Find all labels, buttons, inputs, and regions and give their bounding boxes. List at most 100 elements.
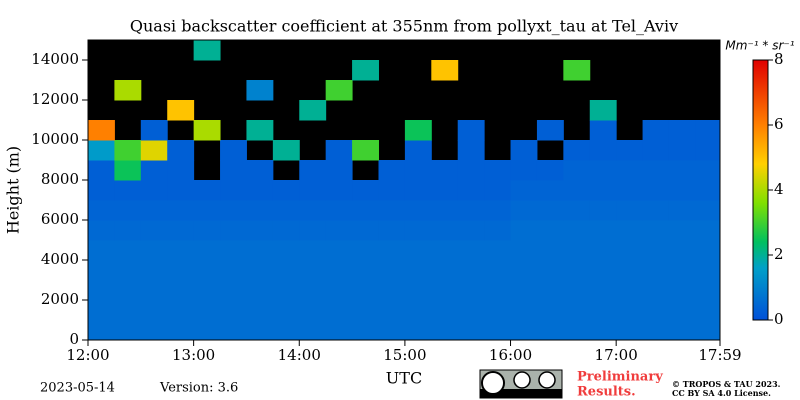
heatmap-cell	[510, 240, 538, 261]
heatmap-cell	[140, 160, 168, 181]
heatmap-cell	[563, 60, 591, 81]
heatmap-cell	[140, 200, 168, 221]
heatmap-cell	[616, 300, 644, 321]
heatmap-cell	[510, 200, 538, 221]
heatmap-cell	[695, 260, 720, 281]
heatmap-cell	[378, 280, 406, 301]
heatmap-cell	[378, 180, 406, 201]
heatmap-cell	[167, 320, 195, 340]
heatmap-cell	[352, 60, 379, 81]
heatmap-cell	[378, 220, 406, 241]
heatmap-cell	[510, 160, 538, 181]
heatmap-cell	[325, 300, 353, 321]
heatmap-cell	[668, 300, 696, 321]
heatmap-cell	[88, 120, 115, 141]
heatmap-cell	[378, 260, 406, 281]
heatmap-cell	[325, 140, 353, 161]
heatmap-cell	[114, 200, 142, 221]
heatmap-cell	[325, 200, 353, 221]
heatmap-cell	[536, 220, 564, 241]
heatmap-cell	[378, 300, 406, 321]
heatmap-cell	[88, 320, 115, 340]
x-tick-label: 15:00	[383, 346, 426, 364]
heatmap-cell	[167, 160, 195, 181]
y-tick-label: 14000	[31, 50, 79, 68]
heatmap-cell	[695, 180, 720, 201]
heatmap-cell	[536, 320, 564, 340]
heatmap-cell	[88, 220, 115, 241]
heatmap-cell	[404, 160, 432, 181]
heatmap-cell	[457, 280, 485, 301]
heatmap-cell	[114, 180, 142, 201]
heatmap-cell	[140, 120, 168, 141]
heatmap-cell	[404, 140, 432, 161]
heatmap-cell	[695, 200, 720, 221]
y-tick-label: 0	[69, 330, 79, 348]
heatmap-cell	[695, 140, 720, 161]
heatmap-cell	[536, 120, 564, 141]
heatmap-cell	[457, 260, 485, 281]
heatmap-cell	[563, 260, 591, 281]
heatmap-cell	[167, 200, 195, 221]
heatmap-cell	[668, 200, 696, 221]
heatmap-cell	[616, 220, 644, 241]
heatmap-cell	[352, 320, 379, 340]
heatmap-cell	[457, 300, 485, 321]
heatmap-cell	[510, 280, 538, 301]
heatmap-cell	[246, 220, 274, 241]
heatmap-cell	[193, 180, 221, 201]
license-line-2: CC BY SA 4.0 License.	[672, 388, 771, 398]
preliminary-line-1: Preliminary	[577, 370, 663, 385]
x-tick-label: 12:00	[66, 346, 109, 364]
heatmap-cell	[431, 220, 459, 241]
heatmap-cell	[668, 240, 696, 261]
heatmap-cell	[246, 240, 274, 261]
heatmap-cell	[246, 280, 274, 301]
heatmap-cell	[167, 240, 195, 261]
heatmap-cell	[404, 240, 432, 261]
heatmap-cell	[88, 160, 115, 181]
heatmap-cell	[220, 200, 247, 221]
heatmap-cell	[484, 180, 512, 201]
heatmap-cell	[431, 240, 459, 261]
heatmap-cell	[431, 180, 459, 201]
heatmap-cell	[616, 180, 644, 201]
heatmap-cell	[589, 280, 617, 301]
heatmap-cell	[589, 260, 617, 281]
heatmap-cell	[272, 220, 300, 241]
heatmap-cell	[352, 140, 379, 161]
heatmap-cell	[299, 180, 327, 201]
cc-license-icon	[479, 369, 563, 399]
heatmap-cell	[114, 80, 142, 101]
heatmap-cell	[167, 280, 195, 301]
plot-frame	[87, 39, 721, 341]
heatmap-cell	[220, 260, 247, 281]
heatmap-cell	[220, 160, 247, 181]
heatmap-cell	[589, 200, 617, 221]
heatmap-cell	[457, 200, 485, 221]
heatmap-cell	[589, 300, 617, 321]
heatmap-cell	[431, 260, 459, 281]
heatmap-cell	[272, 200, 300, 221]
heatmap-cell	[167, 300, 195, 321]
heatmap-cell	[140, 220, 168, 241]
heatmap-cell	[140, 180, 168, 201]
x-tick-label: 17:59	[698, 346, 741, 364]
heatmap-cell	[88, 240, 115, 261]
colorbar-tick-label: 0	[774, 310, 784, 328]
heatmap-cell	[272, 180, 300, 201]
heatmap-cell	[140, 320, 168, 340]
heatmap-cell	[563, 280, 591, 301]
heatmap	[88, 40, 720, 340]
heatmap-cell	[668, 220, 696, 241]
heatmap-cell	[457, 240, 485, 261]
heatmap-cell	[484, 220, 512, 241]
heatmap-cell	[484, 300, 512, 321]
heatmap-cell	[272, 280, 300, 301]
heatmap-cell	[325, 320, 353, 340]
heatmap-cell	[457, 320, 485, 340]
heatmap-cell	[246, 200, 274, 221]
heatmap-cell	[193, 200, 221, 221]
heatmap-cell	[589, 320, 617, 340]
heatmap-cell	[536, 280, 564, 301]
